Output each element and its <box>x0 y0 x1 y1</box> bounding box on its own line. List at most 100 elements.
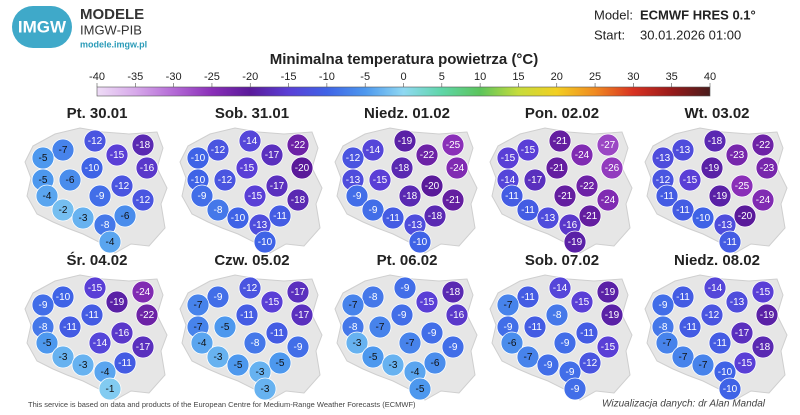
station-marker <box>516 138 540 162</box>
logo: IMGW <box>12 6 72 48</box>
station-marker <box>516 285 540 309</box>
start: 30.01.2026 01:00 <box>640 27 741 42</box>
colorbar-tick-label: -35 <box>127 71 143 83</box>
colorbar-tick-label: 25 <box>589 71 601 83</box>
station-value: -14 <box>553 283 568 294</box>
station-marker <box>600 303 624 327</box>
station-marker <box>655 331 679 355</box>
station-marker <box>671 138 695 162</box>
station-marker <box>238 276 262 300</box>
station-value: -9 <box>398 310 407 321</box>
station-value: -19 <box>398 136 413 147</box>
station-value: -9 <box>39 300 48 311</box>
station-value: -7 <box>679 352 688 363</box>
station-marker <box>265 174 289 198</box>
panel: Pon. 02.02 -15 -21 -27 -15 -24 -26 -21 -14 -17 -22… <box>489 105 633 254</box>
station-value: -7 <box>504 300 513 311</box>
station-marker <box>88 331 112 355</box>
station-value: -9 <box>401 283 410 294</box>
station-marker <box>361 285 385 309</box>
station-value: -4 <box>101 367 110 378</box>
station-value: -14 <box>93 338 108 349</box>
station-value: -12 <box>136 195 151 206</box>
colorbar-tick-label: -40 <box>89 71 105 83</box>
station-value: -9 <box>428 328 437 339</box>
station-marker <box>268 351 292 375</box>
station-marker <box>238 129 262 153</box>
station-value: -15 <box>601 342 616 353</box>
station-value: -12 <box>88 136 103 147</box>
panel-label: Niedz. 08.02 <box>674 252 760 269</box>
station-marker <box>691 206 715 230</box>
station-value: -8 <box>553 310 562 321</box>
station-value: -11 <box>386 213 400 224</box>
station-value: -5 <box>416 384 425 395</box>
station-value: -10 <box>85 163 100 174</box>
logo-badge <box>12 6 72 48</box>
panel-label: Niedz. 01.02 <box>364 105 450 122</box>
station-value: -13 <box>676 145 691 156</box>
station-marker <box>415 290 439 314</box>
colorbar <box>96 86 711 97</box>
station-value: -11 <box>580 328 594 339</box>
credit: Wizualizacja danych: dr Alan Mandal <box>602 399 766 410</box>
station-marker <box>286 280 310 304</box>
station-value: -5 <box>43 338 52 349</box>
station-value: -22 <box>580 181 595 192</box>
station-value: -14 <box>366 145 381 156</box>
station-value: -1 <box>106 384 115 395</box>
station-marker <box>131 335 155 359</box>
station-value: -21 <box>553 136 568 147</box>
station-marker <box>408 230 432 254</box>
station-marker <box>58 315 82 339</box>
station-marker <box>718 377 742 401</box>
station-value: -9 <box>198 191 207 202</box>
station-value: -4 <box>106 237 115 248</box>
station-marker <box>575 174 599 198</box>
station-value: -8 <box>369 292 378 303</box>
station-marker <box>708 184 732 208</box>
station-value: -13 <box>730 297 745 308</box>
station-marker <box>408 377 432 401</box>
station-value: -11 <box>676 205 690 216</box>
station-marker <box>290 303 314 327</box>
station-value: -16 <box>450 310 465 321</box>
station-value: -6 <box>431 358 440 369</box>
logo-text: IMGW <box>18 17 67 36</box>
station-value: -16 <box>115 328 130 339</box>
station-marker <box>563 377 587 401</box>
station-marker <box>523 315 547 339</box>
station-marker <box>553 184 577 208</box>
colorbar-tick-label: 35 <box>666 71 678 83</box>
station-marker <box>368 315 392 339</box>
station-value: -5 <box>39 175 48 186</box>
station-value: -7 <box>524 352 533 363</box>
station-value: -3 <box>256 367 265 378</box>
station-marker <box>286 188 310 212</box>
station-marker <box>536 206 560 230</box>
station-value: -11 <box>713 338 727 349</box>
station-marker <box>110 174 134 198</box>
station-marker <box>206 138 230 162</box>
station-marker <box>226 353 250 377</box>
station-marker <box>105 143 129 167</box>
station-value: -11 <box>270 328 284 339</box>
station-marker <box>733 204 757 228</box>
station-marker <box>206 285 230 309</box>
station-value: -18 <box>136 140 151 151</box>
station-marker <box>578 351 602 375</box>
station-marker <box>703 129 727 153</box>
station-marker <box>393 129 417 153</box>
station-marker <box>755 303 779 327</box>
station-marker <box>596 188 620 212</box>
station-marker <box>536 353 560 377</box>
station-value: -7 <box>59 145 68 156</box>
station-value: -20 <box>425 181 440 192</box>
station-marker <box>51 138 75 162</box>
station-value: -4 <box>411 367 420 378</box>
station-marker <box>88 184 112 208</box>
station-value: -17 <box>735 328 750 339</box>
station-value: -26 <box>605 163 620 174</box>
station-value: -23 <box>730 150 745 161</box>
panel-label: Sob. 31.01 <box>215 105 289 122</box>
